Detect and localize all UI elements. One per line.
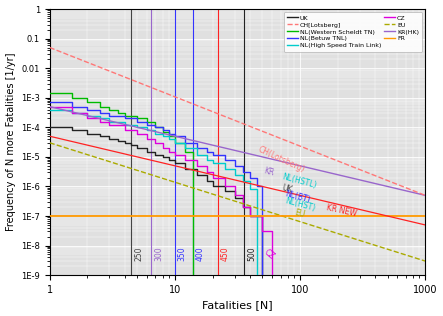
Text: 250: 250 (134, 246, 143, 261)
Text: 500: 500 (247, 246, 256, 261)
Text: EU: EU (294, 208, 306, 219)
Legend: UK, CH[Lotsberg], NL(Western Scheldt TN), NL(Betuw TNL), NL(High Speed Train Lin: UK, CH[Lotsberg], NL(Western Scheldt TN)… (284, 12, 422, 52)
Text: NL(HST): NL(HST) (284, 196, 317, 213)
Text: 450: 450 (220, 246, 229, 261)
Text: 350: 350 (178, 246, 187, 261)
Text: KR: KR (262, 167, 275, 178)
Text: 400: 400 (196, 246, 205, 261)
X-axis label: Fatalities [N]: Fatalities [N] (202, 301, 273, 310)
Text: CH(Lotsberg): CH(Lotsberg) (256, 145, 306, 174)
Text: KR NEW: KR NEW (326, 203, 358, 218)
Text: UK: UK (281, 184, 293, 195)
Text: CZ: CZ (262, 248, 276, 261)
Text: NL(HSTL): NL(HSTL) (281, 172, 317, 190)
Text: NL(BT): NL(BT) (284, 189, 311, 204)
Y-axis label: Frequency of N more Fatalities [1/yr]: Frequency of N more Fatalities [1/yr] (6, 53, 16, 231)
Text: 300: 300 (154, 246, 163, 261)
